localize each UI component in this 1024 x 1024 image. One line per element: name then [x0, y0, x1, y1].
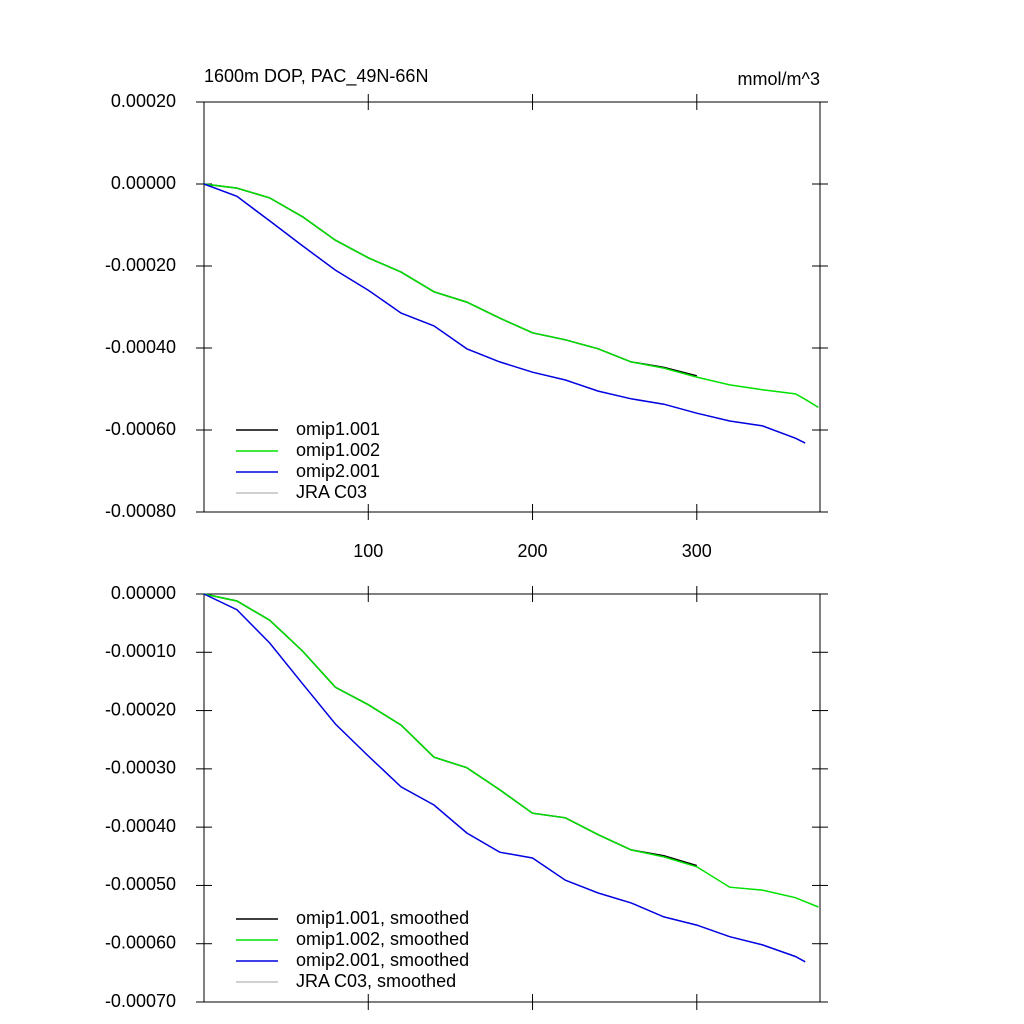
legend-label: omip2.001: [296, 461, 380, 481]
y-tick-label: -0.00020: [105, 255, 176, 275]
x-tick-label: 300: [682, 541, 712, 561]
units-label: mmol/m^3: [738, 69, 820, 89]
series-line: [203, 183, 819, 409]
y-tick-label: -0.00070: [105, 991, 176, 1011]
y-tick-label: -0.00040: [105, 816, 176, 836]
y-tick-label: -0.00060: [105, 932, 176, 952]
series-line: [203, 183, 806, 444]
plot-frame: [203, 101, 821, 513]
legend-label: omip1.001: [296, 419, 380, 439]
legend-label: omip2.001, smoothed: [296, 950, 469, 970]
y-tick-label: -0.00060: [105, 419, 176, 439]
y-tick-label: -0.00030: [105, 758, 176, 778]
legend-label: JRA C03, smoothed: [296, 971, 456, 991]
y-tick-label: -0.00080: [105, 501, 176, 521]
y-tick-label: -0.00010: [105, 641, 176, 661]
series-line: [203, 593, 806, 963]
x-tick-label: 100: [353, 541, 383, 561]
plot-frame: [203, 593, 821, 1003]
legend-label: omip1.001, smoothed: [296, 908, 469, 928]
y-tick-label: -0.00020: [105, 699, 176, 719]
x-tick-label: 200: [518, 541, 548, 561]
y-tick-label: -0.00040: [105, 337, 176, 357]
y-tick-label: 0.00000: [111, 173, 176, 193]
series-line: [203, 183, 697, 377]
y-tick-label: 0.00000: [111, 583, 176, 603]
legend-label: omip1.002, smoothed: [296, 929, 469, 949]
series-line: [203, 593, 698, 867]
series-line: [203, 593, 819, 908]
y-tick-label: 0.00020: [111, 91, 176, 111]
legend-label: JRA C03: [296, 482, 367, 502]
y-tick-label: -0.00050: [105, 874, 176, 894]
legend-label: omip1.002: [296, 440, 380, 460]
chart-title: 1600m DOP, PAC_49N-66N: [204, 66, 428, 87]
